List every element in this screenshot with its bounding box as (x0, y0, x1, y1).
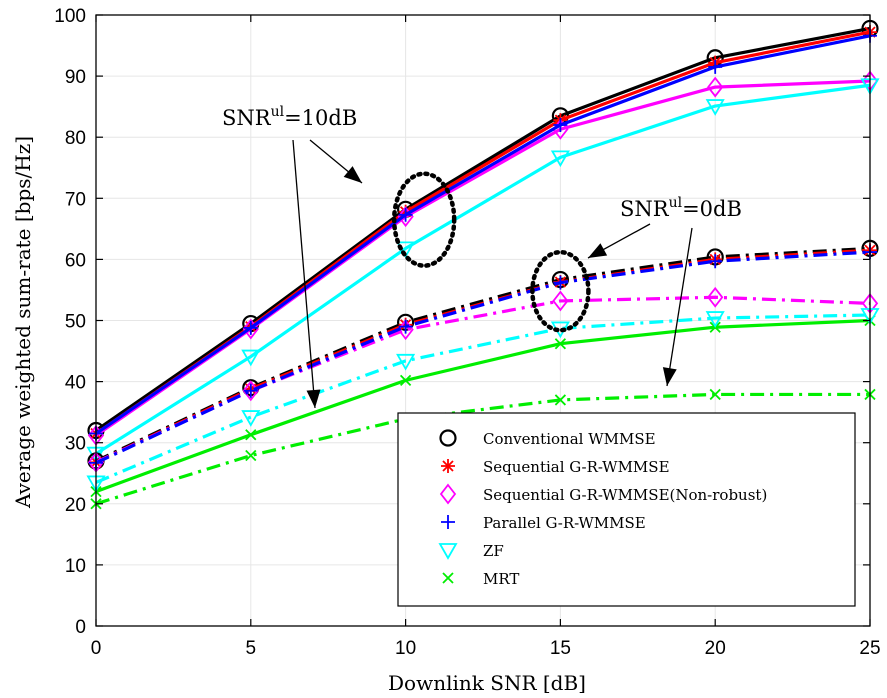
x-tick-label: 0 (91, 638, 102, 659)
data-point-marker (705, 311, 725, 328)
data-point-marker (550, 150, 570, 168)
data-point-marker (707, 286, 724, 308)
series-line (95, 34, 871, 435)
data-point-marker (554, 338, 567, 350)
data-point-marker (241, 410, 261, 427)
y-axis-label: Average weighted sum-rate [bps/Hz] (11, 136, 35, 509)
legend: Conventional WMMSE Sequential G-R-WMMSE Se… (397, 412, 856, 607)
annotation-arrows (292, 139, 693, 409)
legend-marker (439, 429, 457, 447)
data-point-marker (243, 320, 258, 335)
legend-label: Sequential G-R-WMMSE (483, 458, 670, 476)
y-tick-label: 60 (65, 250, 86, 271)
legend-item: ZF (438, 542, 504, 560)
legend-label: Conventional WMMSE (483, 430, 656, 448)
y-tick-label: 50 (65, 312, 86, 333)
legend-item: Parallel G-R-WMMSE (441, 514, 646, 532)
data-point-marker (396, 353, 416, 371)
arrow-0db-to-dashed (662, 227, 693, 387)
x-tick-label: 10 (395, 638, 416, 659)
y-tick-label: 80 (65, 128, 86, 149)
series-line (95, 83, 871, 456)
series-line (95, 318, 871, 494)
x-tick-label: 20 (705, 638, 726, 659)
data-point-marker (245, 429, 257, 441)
legend-label: ZF (483, 542, 504, 560)
data-point-marker (398, 319, 413, 334)
legend-marker (439, 483, 457, 505)
data-point-marker (552, 290, 569, 312)
y-tick-label: 40 (65, 373, 86, 394)
series-line (95, 250, 871, 465)
x-tick-label: 5 (246, 638, 257, 659)
y-tick-label: 90 (65, 67, 86, 88)
series-line (95, 295, 871, 464)
legend-item: Conventional WMMSE (439, 429, 656, 448)
x-tick-labels: 0 5 10 15 20 25 (91, 638, 881, 659)
data-point-marker (708, 59, 723, 74)
axes (95, 14, 871, 627)
arrow-head (306, 389, 321, 408)
y-tick-label: 70 (65, 189, 86, 210)
legend-box (397, 412, 856, 607)
data-point-marker (553, 117, 568, 132)
y-tick-label: 0 (75, 617, 86, 638)
y-tick-label: 30 (65, 434, 86, 455)
series-line (95, 313, 871, 484)
data-point-marker (705, 99, 725, 116)
data-point-marker (399, 374, 412, 387)
series-line (95, 392, 870, 506)
arrow-head (662, 367, 677, 386)
annotation-snr-0db: SNRul=0dB (620, 195, 742, 221)
data-point-marker (709, 388, 721, 401)
series-line (95, 26, 871, 432)
legend-label: Parallel G-R-WMMSE (483, 514, 646, 532)
x-tick-label: 25 (859, 638, 880, 659)
legend-item: Sequential G-R-WMMSE(Non-robust) (439, 483, 767, 505)
arrow-head (343, 166, 362, 183)
data-point-marker (554, 394, 567, 406)
series-layer (86, 19, 880, 510)
y-tick-label: 10 (65, 556, 86, 577)
data-point-marker (241, 349, 261, 367)
annotation-snr-10db: SNRul=10dB (222, 104, 357, 130)
data-point-marker (243, 383, 258, 398)
y-tick-labels: 0 10 20 30 40 50 60 70 80 90 100 (54, 6, 86, 638)
arrow-head (588, 243, 608, 258)
x-axis-label: Downlink SNR [dB] (388, 671, 586, 695)
arrow-0db-to-ellipse (587, 223, 651, 259)
x-tick-label: 15 (550, 638, 571, 659)
arrow-shaft (292, 139, 316, 409)
arrow-shaft (666, 227, 693, 387)
series-line (95, 246, 871, 463)
highlight-ellipses (391, 171, 591, 333)
legend-marker (441, 459, 455, 473)
legend-label: Sequential G-R-WMMSE(Non-robust) (483, 486, 767, 504)
data-point-marker (707, 76, 724, 98)
ellipse-10db (391, 171, 457, 268)
legend-marker (438, 543, 458, 560)
legend-item: Sequential G-R-WMMSE (441, 458, 670, 476)
data-point-marker (708, 254, 723, 269)
data-point-marker (553, 275, 568, 290)
legend-marker (441, 515, 455, 529)
annotations: SNRul=10dB SNRul=0dB (222, 104, 742, 221)
data-point-marker (398, 207, 413, 222)
data-point-marker (245, 449, 257, 462)
ellipse-0db (530, 249, 591, 333)
legend-item: MRT (442, 570, 519, 588)
y-tick-label: 100 (54, 6, 86, 27)
legend-marker (442, 572, 454, 584)
legend-label: MRT (483, 570, 519, 588)
y-tick-label: 20 (65, 495, 86, 516)
arrow-10db-to-dashed (292, 139, 321, 409)
arrow-10db-to-ellipse (309, 139, 363, 184)
